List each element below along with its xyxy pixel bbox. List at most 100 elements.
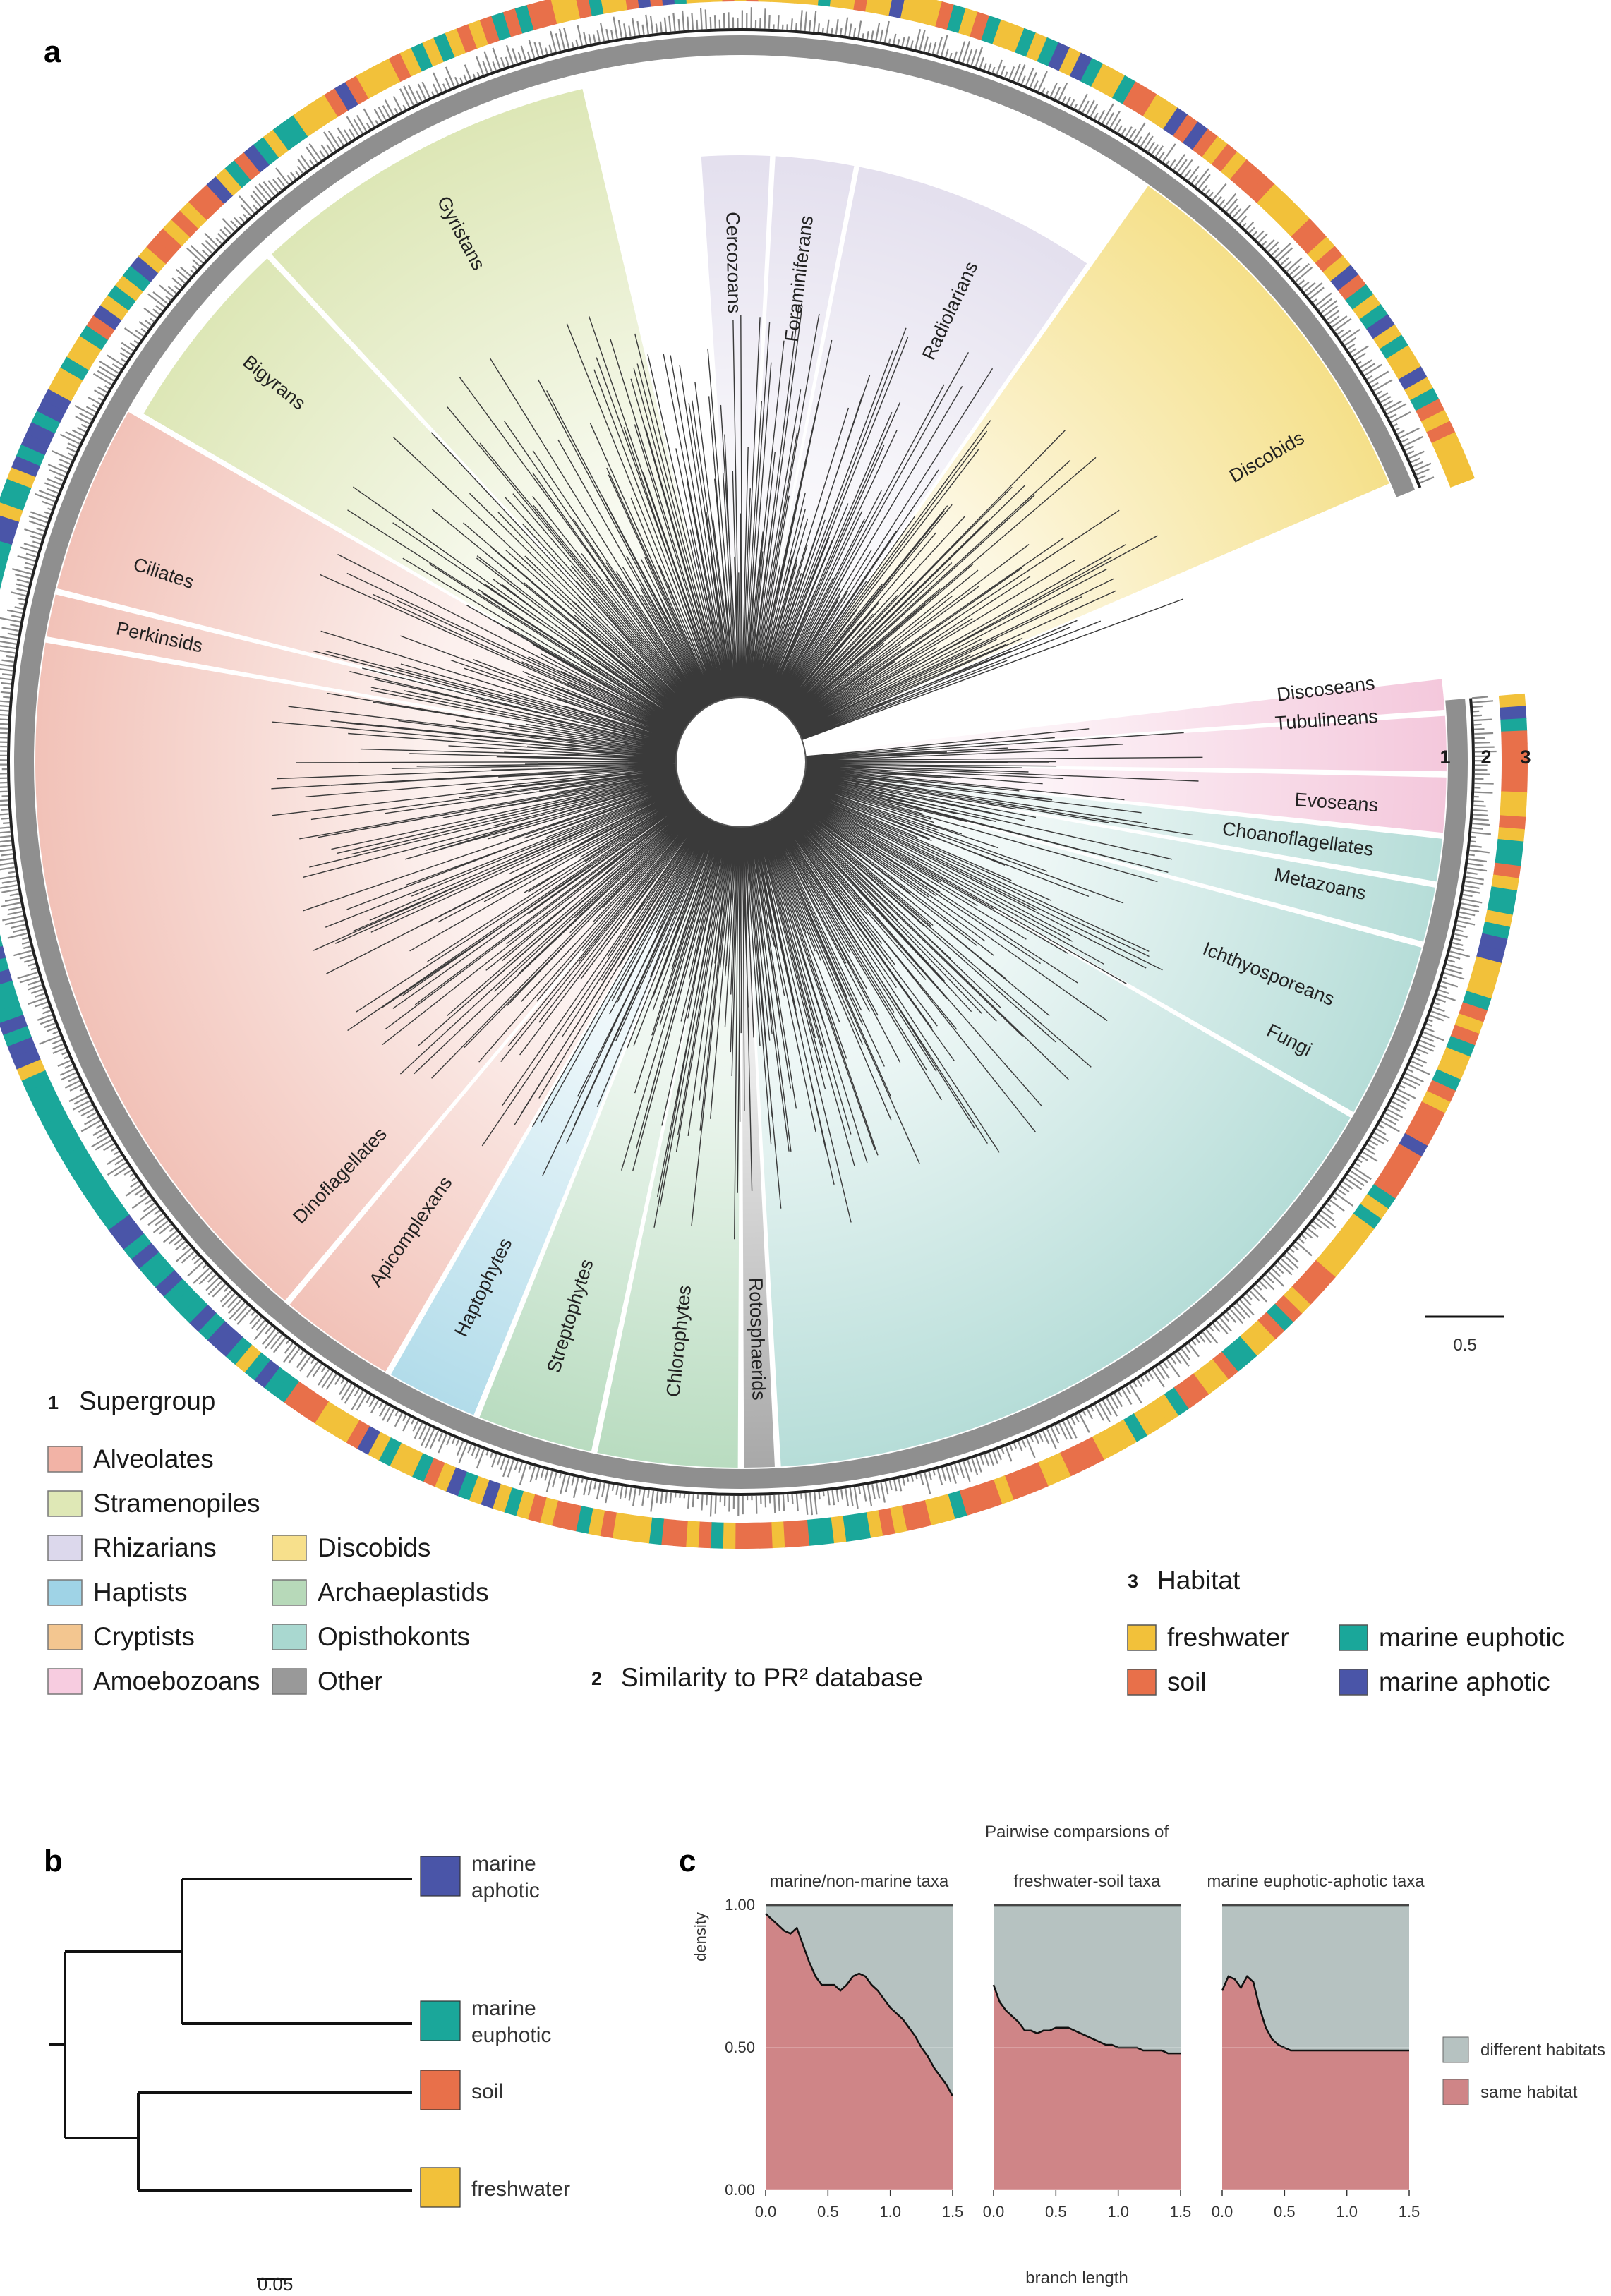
legend-swatch bbox=[47, 1535, 83, 1561]
ring-3-habitat-segment bbox=[54, 1133, 84, 1158]
y-tick-label: 0.50 bbox=[725, 2038, 755, 2056]
density-line bbox=[992, 1984, 1181, 2055]
facet: 0.0 0.5 1.0 1.5 marine euphotic-aphotic taxa bbox=[1207, 1872, 1425, 2221]
ring-3-habitat-segment bbox=[1212, 1351, 1238, 1380]
ring-3-habitat-segment bbox=[1037, 1457, 1060, 1487]
ring-3-habitat-segment bbox=[423, 1457, 445, 1487]
ring-3-habitat-segment bbox=[456, 23, 478, 53]
ring-3-habitat-segment bbox=[20, 433, 51, 455]
ring-3-habitat-segment bbox=[1202, 1358, 1229, 1388]
x-tick-label: 0.0 bbox=[755, 2203, 777, 2221]
ring-3-habitat-segment bbox=[514, 4, 535, 34]
ring-3-habitat-segment bbox=[1238, 167, 1266, 196]
leaf-label: marine aphotic bbox=[471, 1852, 540, 1902]
ring-3-habitat-segment bbox=[303, 101, 329, 131]
ring-3-habitat-segment bbox=[1446, 1036, 1476, 1058]
ring-3-habitat-segment bbox=[37, 1101, 66, 1125]
ring-3-habitat-segment bbox=[818, 1517, 835, 1545]
ring-3-habitat-segment bbox=[0, 578, 3, 590]
ring-3-habitat-segment bbox=[131, 1242, 159, 1269]
ring-3-habitat-segment bbox=[115, 1223, 145, 1250]
legend-habitat-num: 3 bbox=[1128, 1571, 1138, 1592]
ring-3-habitat-segment bbox=[589, 0, 605, 16]
ring-3-habitat-segment bbox=[1450, 1025, 1480, 1046]
ring-3-habitat-segment bbox=[107, 284, 137, 311]
ring-3-habitat-segment bbox=[1493, 862, 1521, 879]
ring-3-habitat-segment bbox=[613, 0, 628, 12]
panel-c-letter: c bbox=[679, 1844, 696, 1878]
ring-3-habitat-segment bbox=[515, 1490, 536, 1520]
ring-3-habitat-segment bbox=[243, 144, 270, 173]
ring-3-habitat-segment bbox=[539, 1497, 559, 1526]
ring-3-habitat-segment bbox=[1102, 1425, 1126, 1455]
ring-3-habitat-segment bbox=[1404, 377, 1434, 401]
ring-3-habitat-segment bbox=[179, 201, 207, 229]
ring-3-habitat-segment bbox=[1037, 37, 1059, 67]
ring-3-habitat-segment bbox=[947, 1490, 967, 1520]
ring-3-habitat-segment bbox=[356, 1425, 380, 1455]
ring-3-habitat-segment bbox=[1441, 454, 1471, 477]
ring-3-habitat-segment bbox=[624, 1514, 641, 1542]
ring-3-habitat-segment bbox=[411, 42, 434, 72]
ring-3-habitat-segment bbox=[1163, 107, 1188, 137]
ring-3-habitat-segment bbox=[1248, 175, 1275, 204]
ring-3-habitat-segment bbox=[625, 0, 640, 11]
scale-b-label: 0.05 bbox=[257, 2273, 294, 2295]
ring-3-habitat-segment bbox=[1330, 1232, 1360, 1259]
ring-3-habitat-segment bbox=[770, 0, 783, 3]
ring-3-habitat-segment bbox=[1337, 274, 1367, 301]
ring-3-habitat-segment bbox=[503, 1487, 524, 1516]
ring-3-habitat-segment bbox=[389, 1442, 413, 1472]
ring-3-habitat-segment bbox=[48, 377, 78, 401]
panel-a-letter: a bbox=[44, 35, 61, 69]
ring-3-habitat-segment bbox=[6, 466, 36, 488]
ring-3-habitat-segment bbox=[234, 1344, 262, 1373]
legend-label: marine euphotic bbox=[1379, 1623, 1564, 1652]
ring-3-habitat-segment bbox=[1436, 1058, 1466, 1080]
ring-3-habitat-segment bbox=[1265, 192, 1293, 220]
ring-3-habitat-segment bbox=[1291, 218, 1319, 246]
ring-3-habitat-segment bbox=[1173, 114, 1199, 143]
ring-3-habitat-segment bbox=[970, 1483, 991, 1513]
ring-3-habitat-segment bbox=[1420, 409, 1451, 433]
ring-3-habitat-segment bbox=[0, 968, 13, 985]
legend-label: Opisthokonts bbox=[318, 1622, 470, 1651]
ring-3-habitat-segment bbox=[367, 1431, 391, 1461]
ring-3-habitat-segment bbox=[877, 1508, 895, 1536]
ring-3-habitat-segment bbox=[1274, 1295, 1303, 1323]
ring-3-habitat-segment bbox=[0, 991, 20, 1010]
x-tick-label: 0.0 bbox=[983, 2203, 1005, 2221]
ring-3-habitat-segment bbox=[1257, 1312, 1285, 1340]
ring-3-habitat-segment bbox=[1307, 236, 1336, 264]
ring-3-habitat-segment bbox=[283, 1381, 309, 1410]
ring-3-habitat-segment bbox=[399, 47, 423, 77]
ring-3-habitat-segment bbox=[722, 1522, 736, 1549]
ring-3-habitat-segment bbox=[1048, 42, 1070, 72]
ring-3-habitat-segment bbox=[26, 421, 56, 445]
ring-3-habitat-segment bbox=[263, 1366, 290, 1396]
ring-3-habitat-segment bbox=[1476, 944, 1505, 964]
ring-3-habitat-segment bbox=[1152, 100, 1178, 130]
ring-3-habitat-segment bbox=[1298, 227, 1327, 255]
ring-3-habitat-segment bbox=[1142, 94, 1168, 123]
ring-3-habitat-segment bbox=[7, 1036, 37, 1058]
ring-3-habitat-segment bbox=[37, 399, 66, 423]
ring-3-habitat-segment bbox=[480, 1480, 501, 1509]
ring-3-habitat-segment bbox=[1338, 1223, 1367, 1250]
ring-3-habitat-segment bbox=[1416, 399, 1445, 423]
legend-swatch bbox=[272, 1535, 307, 1561]
legend-swatch bbox=[1442, 2036, 1469, 2063]
ring-3-habitat-segment bbox=[1431, 432, 1461, 455]
area-same-habitat bbox=[766, 1914, 953, 2190]
ring-3-habitat-segment bbox=[1454, 1013, 1484, 1034]
ring-3-habitat-segment bbox=[1070, 1442, 1094, 1472]
ring-3-habitat-segment bbox=[1345, 284, 1374, 310]
ring-3-habitat-segment bbox=[1431, 1069, 1461, 1092]
ring-3-habitat-segment bbox=[123, 1233, 152, 1259]
ring-3-habitat-segment bbox=[1462, 991, 1492, 1011]
ring-3-habitat-segment bbox=[710, 0, 723, 2]
ring-3-habitat-segment bbox=[1091, 1431, 1116, 1461]
legend-habitat: 3 Habitat freshwater soil marine euphotic m… bbox=[1127, 1566, 1564, 1696]
ring-3-habitat-segment bbox=[86, 1184, 116, 1210]
ring-3-habitat-segment bbox=[0, 490, 28, 511]
